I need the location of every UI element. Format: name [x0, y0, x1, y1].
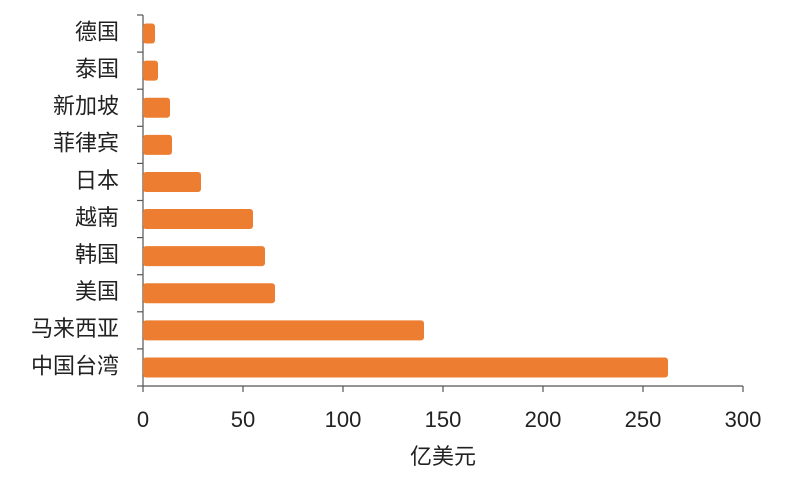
- x-tick-label: 0: [137, 407, 149, 432]
- y-tick-label: 美国: [75, 279, 119, 304]
- y-tick-label: 泰国: [75, 56, 119, 81]
- bar: [143, 357, 668, 378]
- x-tick-label: 150: [425, 407, 462, 432]
- y-tick-label: 越南: [75, 205, 119, 230]
- bar: [143, 283, 275, 304]
- y-tick-label: 德国: [75, 19, 119, 44]
- y-tick-label: 日本: [75, 168, 119, 193]
- x-tick-label: 100: [325, 407, 362, 432]
- bar: [143, 209, 253, 230]
- bar: [143, 97, 170, 118]
- y-tick-label: 中国台湾: [31, 353, 119, 378]
- x-tick-label: 250: [625, 407, 662, 432]
- x-axis-title: 亿美元: [410, 444, 476, 469]
- y-tick-label: 韩国: [75, 242, 119, 267]
- bar: [143, 23, 155, 44]
- bar: [143, 134, 172, 155]
- y-tick-label: 新加坡: [53, 94, 119, 119]
- bar: [143, 320, 424, 341]
- bar: [143, 60, 158, 81]
- bar: [143, 171, 201, 192]
- x-tick-label: 300: [725, 407, 762, 432]
- x-tick-label: 50: [231, 407, 255, 432]
- y-tick-label: 马来西亚: [31, 316, 119, 341]
- x-tick-label: 200: [525, 407, 562, 432]
- y-tick-label: 菲律宾: [53, 131, 119, 156]
- bar: [143, 246, 265, 267]
